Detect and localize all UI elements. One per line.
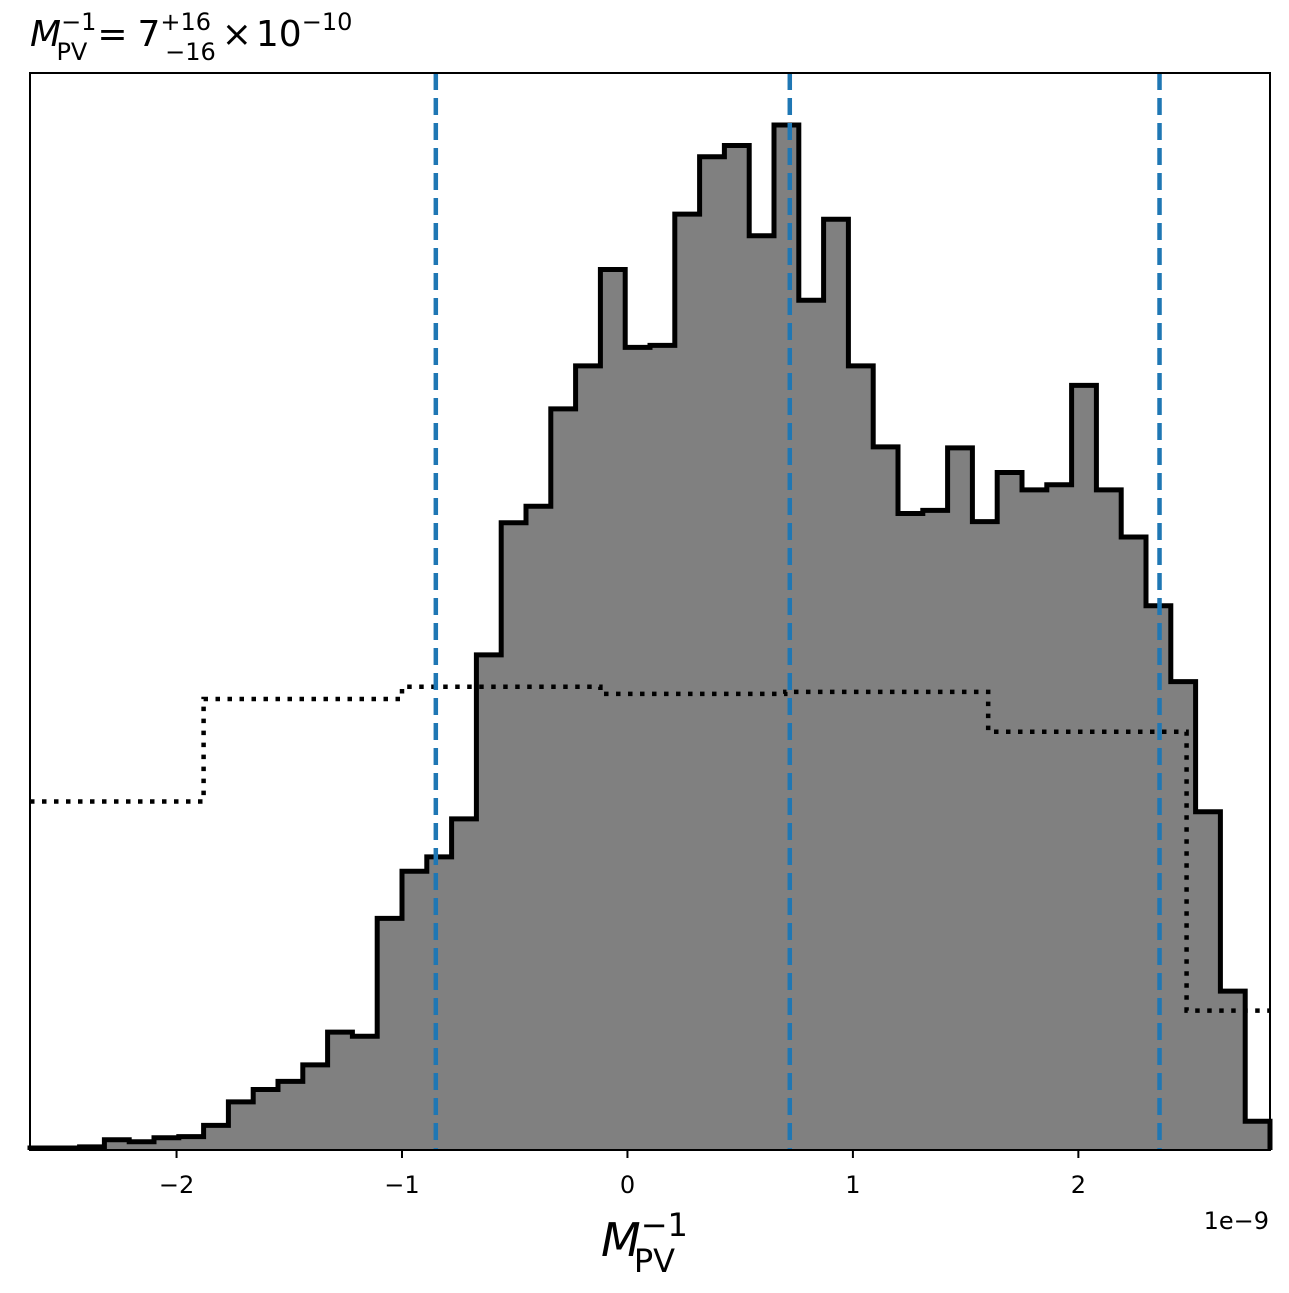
histogram-bar <box>550 408 577 1150</box>
title-symbol-sup: −1 <box>61 8 96 36</box>
histogram-bar <box>501 522 527 1150</box>
xlabel-sup: −1 <box>641 1206 688 1244</box>
histogram-bar <box>1022 489 1048 1150</box>
title-symbol-sub: PV <box>56 38 87 66</box>
histogram-bar <box>352 1036 378 1150</box>
histogram-bar <box>798 300 825 1150</box>
histogram-bar <box>898 513 924 1150</box>
x-tick-label: −1 <box>384 1171 419 1199</box>
histogram-bar <box>873 446 899 1151</box>
histogram-bar <box>1245 1121 1271 1150</box>
histogram-bar <box>997 472 1023 1151</box>
histogram-bar <box>178 1136 205 1150</box>
histogram-bar <box>253 1089 279 1150</box>
histogram-bar <box>377 918 403 1150</box>
histogram-bar <box>526 506 552 1150</box>
title-upper-error: +16 <box>160 8 211 36</box>
histogram-bar <box>1170 681 1197 1150</box>
histogram-bar <box>203 1125 229 1150</box>
histogram-bar <box>1096 489 1122 1150</box>
histogram-bar <box>426 856 453 1150</box>
title-lower-error: −16 <box>165 38 216 66</box>
plot-area <box>27 73 1273 1151</box>
title-value: 7 <box>138 14 161 55</box>
histogram-bar <box>774 125 800 1150</box>
histogram-bar <box>1195 811 1221 1150</box>
histogram-bar <box>600 269 626 1150</box>
histogram-bar <box>302 1064 329 1150</box>
prior-line <box>30 684 1270 1013</box>
x-tick-label: 2 <box>1071 1171 1086 1199</box>
x-tick-label: 1 <box>845 1171 860 1199</box>
histogram-bar <box>650 345 676 1150</box>
title-base: 10 <box>256 14 302 55</box>
histogram-bar <box>154 1137 180 1150</box>
histogram-outline <box>27 122 1273 1151</box>
histogram-bar <box>228 1101 254 1150</box>
x-tick-label: 0 <box>620 1171 635 1199</box>
histogram-bar <box>402 871 428 1150</box>
histogram-bar <box>1071 385 1097 1151</box>
title-symbol: M <box>30 14 61 55</box>
histogram-bar <box>699 156 725 1150</box>
histogram-bar <box>1220 991 1246 1150</box>
histogram-bar <box>625 347 651 1150</box>
axes-frame <box>29 72 1271 1151</box>
histogram-bar <box>823 219 849 1151</box>
histogram-bar <box>947 447 973 1150</box>
x-ticks: −2 −1 0 1 2 <box>159 1150 1086 1199</box>
xlabel-sub: PV <box>634 1242 675 1280</box>
histogram-bar <box>674 214 701 1151</box>
histogram-bar <box>327 1032 353 1150</box>
histogram-bar <box>278 1081 304 1150</box>
xlabel-symbol: M <box>601 1213 641 1267</box>
title-exponent: −10 <box>302 8 353 36</box>
chart-title: M−1 PV = 7+16 −16 × 10−10 <box>30 8 352 66</box>
histogram-bar <box>922 510 949 1150</box>
histogram-bar <box>1046 484 1073 1150</box>
histogram-bar <box>575 365 601 1150</box>
histogram-bar <box>129 1141 155 1150</box>
title-equals: = <box>97 14 127 55</box>
x-tick-label: −2 <box>159 1171 194 1199</box>
histogram-bar <box>104 1139 130 1150</box>
histogram-bar <box>476 654 502 1150</box>
x-axis-label: M−1 PV <box>601 1206 688 1280</box>
histogram-bar <box>1121 537 1147 1150</box>
histogram-bar <box>848 365 874 1150</box>
x-offset-label: 1e−9 <box>1204 1207 1269 1235</box>
histogram-bar <box>451 818 477 1150</box>
title-times: × <box>222 14 252 55</box>
histogram-bar <box>972 521 998 1150</box>
histogram-bar <box>724 145 750 1150</box>
